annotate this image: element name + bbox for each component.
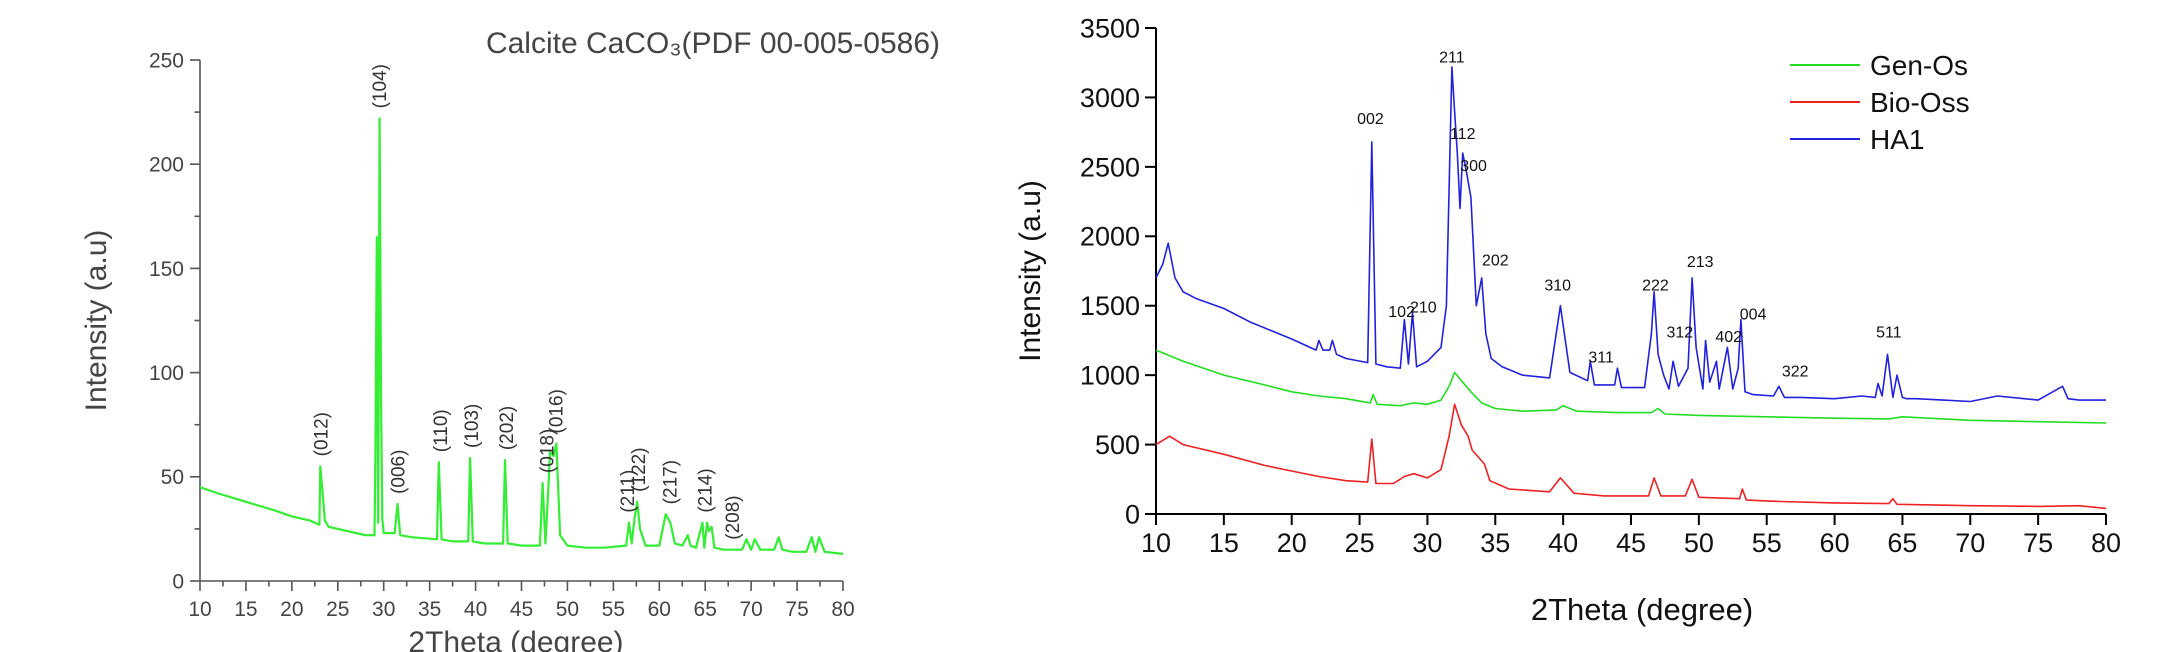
x-tick-label: 45 [510,598,533,621]
peak-label: 310 [1544,277,1571,294]
peak-label: 213 [1687,254,1714,271]
x-tick-label: 15 [1209,528,1239,558]
series-line-ha1 [1155,66,2106,403]
peak-label: 004 [1740,307,1767,324]
x-axis-label: 2Theta (degree) [408,626,623,652]
series-line-gen-os [1155,349,2107,424]
y-tick-label: 3000 [1080,83,1140,113]
peak-label: 211 [1439,50,1465,67]
y-tick-label: 0 [172,570,184,593]
x-tick-label: 40 [464,598,487,621]
peak-label: 002 [1357,111,1384,128]
calcite-xrd-chart: Calcite CaCO₃(PDF 00-005-0586) Intensity… [80,27,940,652]
legend-label: Bio-Oss [1870,87,1970,118]
x-tick-label: 35 [418,598,441,621]
peak-label: 511 [1876,325,1902,342]
peak-label: 102 [1388,304,1415,321]
y-axis-label: Intensity (a.u) [80,230,113,412]
x-tick-label: 10 [188,598,211,621]
x-tick-label: 40 [1548,528,1578,558]
chart-title: Calcite CaCO₃(PDF 00-005-0586) [486,27,940,60]
x-tick-label: 55 [602,598,625,621]
x-tick-label: 15 [234,598,257,621]
y-tick-label: 150 [149,258,184,281]
peak-label: 311 [1588,350,1614,367]
peak-label: (208) [723,495,744,539]
x-tick-label: 35 [1480,528,1510,558]
peak-label: (006) [389,450,410,494]
x-tick-label: 20 [1277,528,1307,558]
y-tick-label: 50 [161,466,184,489]
x-tick-label: 60 [1820,528,1850,558]
legend-label: Gen-Os [1870,50,1968,81]
y-tick-label: 3500 [1080,13,1140,43]
x-tick-label: 55 [1752,528,1782,558]
y-axis-label: Intensity (a.u) [1014,180,1047,362]
peak-label: (214) [695,468,716,512]
x-tick-label: 20 [280,598,303,621]
y-tick-label: 0 [1125,499,1140,529]
peak-label: (104) [370,64,391,108]
peak-label: 322 [1782,364,1809,381]
series-line-bio-oss [1155,403,2107,510]
x-tick-label: 70 [739,598,762,621]
peak-label: 112 [1450,126,1476,143]
peak-label: (211) [618,470,639,513]
peak-label: (016) [547,389,568,433]
y-tick-label: 100 [149,362,184,385]
y-tick-label: 2500 [1080,152,1140,182]
x-tick-label: 25 [326,598,349,621]
x-tick-label: 65 [1887,528,1917,558]
peak-label: 202 [1482,252,1509,269]
y-tick-label: 1500 [1080,291,1140,321]
peak-label: 222 [1642,277,1669,294]
legend-label: HA1 [1870,124,1924,155]
peak-label: (122) [629,447,650,491]
peak-label: (202) [497,406,518,450]
x-tick-label: 80 [2091,528,2121,558]
peak-label: (110) [431,409,452,452]
legend: Gen-Os Bio-Oss HA1 [1790,50,1970,155]
peak-label: (012) [311,412,332,456]
x-tick-label: 65 [694,598,717,621]
bone-graft-xrd-chart: Intensity (a.u) 2Theta (degree) 10 15 20 25… [1014,13,2121,627]
x-tick-label: 45 [1616,528,1646,558]
series-line-0 [199,117,844,555]
x-tick-label: 60 [648,598,671,621]
x-tick-label: 50 [1684,528,1714,558]
x-tick-label: 70 [1955,528,1985,558]
peak-label: (103) [462,404,483,448]
y-tick-label: 1000 [1080,361,1140,391]
x-tick-label: 75 [785,598,808,621]
x-tick-label: 30 [372,598,395,621]
x-tick-label: 10 [1141,528,1171,558]
peak-label: 402 [1715,329,1742,346]
peak-label: 300 [1460,158,1487,175]
peak-label: (018) [537,429,558,473]
x-tick-label: 25 [1345,528,1375,558]
peak-label: (217) [660,460,681,504]
x-tick-label: 80 [831,598,854,621]
y-tick-label: 2000 [1080,222,1140,252]
peak-label: 312 [1667,325,1694,342]
y-tick-label: 200 [149,154,184,177]
x-tick-label: 30 [1412,528,1442,558]
x-axis-label: 2Theta (degree) [1531,592,1753,627]
y-tick-label: 250 [149,49,184,72]
x-tick-label: 75 [2023,528,2053,558]
y-tick-label: 500 [1095,430,1140,460]
peak-label: 210 [1410,300,1437,317]
x-tick-label: 50 [556,598,579,621]
